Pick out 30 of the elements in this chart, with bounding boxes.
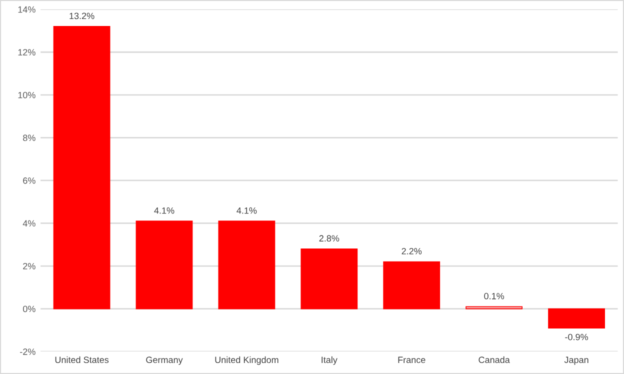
y-tick-label: 4%	[22, 220, 36, 227]
x-tick-label: United States	[55, 356, 109, 364]
bar	[383, 261, 440, 310]
bar	[300, 248, 358, 310]
bar	[466, 306, 523, 310]
x-tick-label: Germany	[146, 356, 183, 365]
data-label: 13.2%	[70, 12, 94, 20]
y-tick-label: 0%	[23, 306, 36, 312]
y-tick-label: 2%	[23, 262, 36, 270]
bar	[548, 308, 605, 328]
y-tick-label: 8%	[23, 134, 36, 142]
x-tick-label: United Kingdom	[215, 356, 278, 365]
data-label: 2.2%	[402, 248, 422, 254]
x-tick-label: France	[398, 356, 426, 364]
data-label: 2.8%	[319, 235, 340, 242]
x-tick-label: Japan	[564, 356, 588, 365]
data-label: -0.9%	[565, 334, 588, 340]
bar	[53, 26, 110, 310]
y-tick-label: -2%	[20, 348, 36, 355]
y-tick-label: 14%	[18, 6, 36, 13]
y-tick-label: 6%	[23, 177, 36, 184]
y-tick-label: 12%	[18, 49, 36, 56]
x-tick-label: Canada	[478, 356, 510, 364]
x-tick-label: Italy	[322, 356, 338, 365]
bar	[218, 220, 276, 310]
data-label: 4.1%	[154, 207, 174, 214]
y-tick-label: 10%	[18, 92, 36, 98]
bar	[136, 220, 193, 310]
data-label: 4.1%	[236, 207, 257, 214]
data-label: 0.1%	[484, 292, 504, 300]
